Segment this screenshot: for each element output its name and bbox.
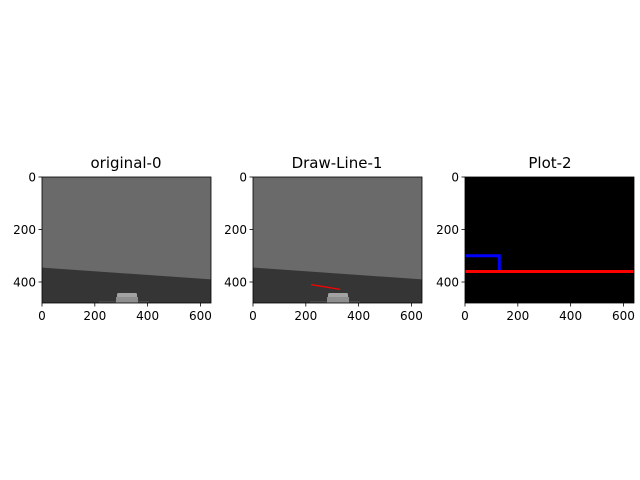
x-tick-label: 200: [294, 309, 317, 323]
series-line-0: [465, 254, 501, 272]
panel-plot: Plot-2 0 200 400 600 0 200 400: [436, 154, 635, 323]
road-region: [253, 267, 422, 303]
y-tick-label: 0: [451, 171, 459, 185]
road-region: [42, 267, 211, 303]
panel-title: Plot-2: [528, 154, 571, 172]
axes-frame: [252, 176, 423, 304]
car-roof: [328, 293, 349, 298]
y-tick-label: 400: [224, 276, 247, 290]
x-axis: 0 200 400 600: [38, 303, 212, 323]
plot-background: [465, 177, 634, 303]
x-axis: 0 200 400 600: [249, 303, 423, 323]
x-tick-label: 600: [400, 309, 423, 323]
axes-frame: [464, 176, 635, 304]
y-tick-label: 0: [28, 171, 36, 185]
x-tick-label: 400: [136, 309, 159, 323]
y-axis: 0 200 400: [224, 171, 253, 290]
image-area: [252, 176, 423, 304]
panel-title: original-0: [90, 154, 161, 172]
axes-frame: [41, 176, 212, 304]
y-tick-label: 200: [13, 223, 36, 237]
x-tick-label: 400: [347, 309, 370, 323]
car-body: [116, 297, 139, 303]
series-line-0: [311, 284, 341, 290]
y-axis: 0 200 400: [436, 171, 465, 290]
x-tick-label: 0: [461, 309, 469, 323]
x-tick-label: 600: [612, 309, 635, 323]
x-tick-label: 200: [83, 309, 106, 323]
x-tick-label: 200: [506, 309, 529, 323]
x-axis: 0 200 400 600: [461, 303, 635, 323]
x-tick-label: 600: [189, 309, 212, 323]
y-tick-label: 400: [13, 276, 36, 290]
panel-original: original-0 0 200 400 600 0 200 400: [13, 154, 212, 323]
x-tick-label: 0: [249, 309, 257, 323]
y-tick-label: 200: [436, 223, 459, 237]
y-tick-label: 200: [224, 223, 247, 237]
x-tick-label: 0: [38, 309, 46, 323]
y-axis: 0 200 400: [13, 171, 42, 290]
image-area: [464, 176, 635, 304]
panel-title: Draw-Line-1: [292, 154, 383, 172]
car-roof: [117, 293, 138, 298]
car-body: [327, 297, 350, 303]
x-tick-label: 400: [559, 309, 582, 323]
panel-draw-line: Draw-Line-1 0 200 400 600 0 200 400: [224, 154, 423, 323]
image-area: [41, 176, 212, 304]
y-tick-label: 400: [436, 276, 459, 290]
y-tick-label: 0: [239, 171, 247, 185]
